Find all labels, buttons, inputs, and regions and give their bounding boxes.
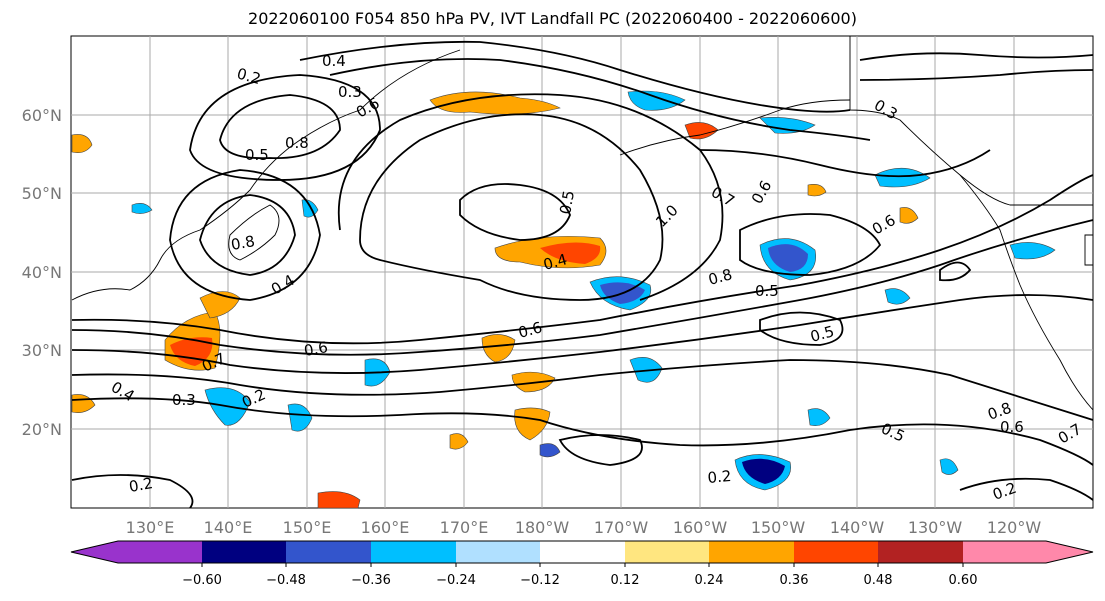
latitude-labels: 60°N 50°N 40°N 30°N 20°N <box>22 106 62 439</box>
contour-label: 0.6 <box>516 318 544 342</box>
longitude-labels: 130°E 140°E 150°E 160°E 170°E 180°W 170°… <box>126 518 1042 537</box>
colorbar-tick: −0.12 <box>520 573 560 588</box>
colorbar-bin <box>202 541 286 563</box>
contour-label: 0.2 <box>128 474 155 496</box>
lon-label: 170°W <box>594 518 649 537</box>
colorbar-tick: −0.24 <box>436 573 476 588</box>
contour-label: 0.3 <box>172 391 196 409</box>
colorbar: −0.60 −0.48 −0.36 −0.24 −0.12 0.12 0.24 … <box>70 540 1094 588</box>
contour-label: 0.6 <box>303 338 330 360</box>
lon-label: 130°W <box>908 518 963 537</box>
colorbar-tick: 0.24 <box>695 573 724 588</box>
coastlines <box>71 36 1094 411</box>
lon-label: 150°W <box>751 518 806 537</box>
lat-label: 40°N <box>22 263 62 282</box>
contour-label: 0.6 <box>1000 418 1024 436</box>
lon-label: 160°E <box>361 518 410 537</box>
contour-label: 0.2 <box>707 467 732 487</box>
lat-label: 60°N <box>22 106 62 125</box>
contour-label: 0.5 <box>755 282 779 300</box>
map-panel: 0.2 0.4 0.3 0.5 0.8 0.6 0.4 0.5 0.6 0.7 … <box>70 35 1094 509</box>
colorbar-tick: 0.12 <box>611 573 640 588</box>
lon-label: 150°E <box>283 518 332 537</box>
colorbar-bin <box>709 541 794 563</box>
contour-label: 0.8 <box>285 134 309 152</box>
colorbar-bin <box>118 541 202 563</box>
colorbar-bin <box>963 541 1046 563</box>
colorbar-bin <box>286 541 371 563</box>
colorbar-tick: 0.60 <box>949 573 978 588</box>
colorbar-bin <box>540 541 625 563</box>
lon-label: 120°W <box>987 518 1042 537</box>
contour-label: 0.5 <box>556 189 578 216</box>
contour-label: 0.4 <box>322 52 346 70</box>
colorbar-bin <box>456 541 540 563</box>
colorbar-bin <box>794 541 878 563</box>
colorbar-tick: −0.36 <box>351 573 391 588</box>
map-title: 2022060100 F054 850 hPa PV, IVT Landfall… <box>248 9 857 28</box>
colorbar-bin <box>625 541 709 563</box>
contour-label: 0.8 <box>706 265 734 289</box>
colorbar-bin <box>878 541 963 563</box>
lon-label: 140°W <box>830 518 885 537</box>
pv-contours <box>71 40 1094 509</box>
colorbar-extend-high <box>1046 541 1093 563</box>
colorbar-tick: 0.48 <box>864 573 893 588</box>
lon-label: 170°E <box>440 518 489 537</box>
colorbar-tick: −0.48 <box>266 573 306 588</box>
contour-label: 0.3 <box>338 83 362 101</box>
colorbar-tick: 0.36 <box>780 573 809 588</box>
lat-label: 30°N <box>22 341 62 360</box>
contour-label: 0.4 <box>541 250 569 274</box>
lon-label: 130°E <box>126 518 175 537</box>
lon-label: 160°W <box>673 518 728 537</box>
lon-label: 140°E <box>204 518 253 537</box>
colorbar-bin <box>371 541 456 563</box>
contour-label: 0.8 <box>230 232 257 254</box>
contour-label: 0.5 <box>245 146 269 164</box>
lat-label: 20°N <box>22 420 62 439</box>
contour-label: 0.5 <box>808 322 836 346</box>
contour-label: 0.2 <box>235 64 263 88</box>
lon-label: 180°W <box>515 518 570 537</box>
colorbar-tick: −0.60 <box>182 573 222 588</box>
colorbar-extend-low <box>71 541 118 563</box>
lat-label: 50°N <box>22 184 62 203</box>
pv-anomaly-fills <box>71 90 1056 509</box>
